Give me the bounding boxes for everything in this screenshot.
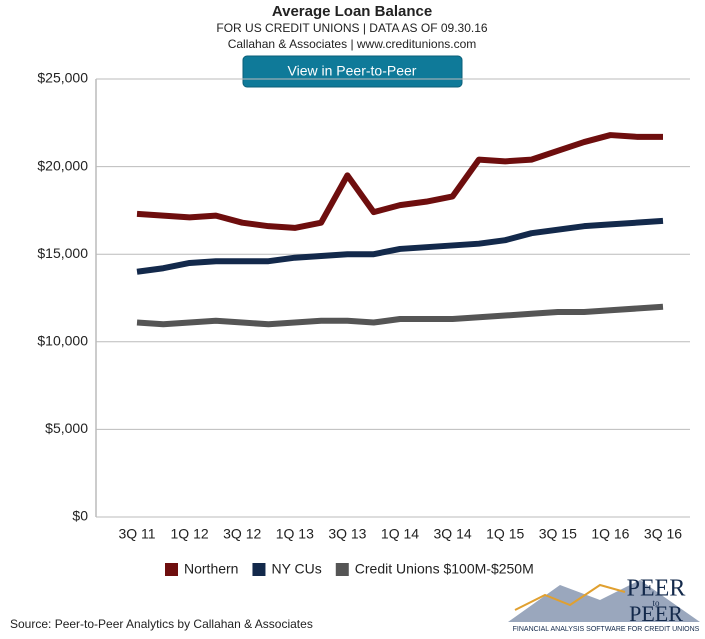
logo-text: to (652, 598, 660, 608)
x-tick-label: 1Q 15 (486, 526, 524, 542)
chart-title: Average Loan Balance (272, 3, 432, 20)
x-tick-label: 3Q 13 (328, 526, 366, 542)
series-line (136, 217, 664, 275)
legend-item: NY CUs (252, 561, 322, 577)
x-tick-label: 3Q 14 (434, 526, 472, 542)
y-tick-label: $10,000 (37, 333, 88, 349)
logo: PEER to PEER FINANCIAL ANALYSIS SOFTWARE… (508, 576, 700, 633)
chart-subtitle: FOR US CREDIT UNIONS | DATA AS OF 09.30.… (216, 21, 488, 35)
x-tick-label: 1Q 12 (171, 526, 209, 542)
source: Source: Peer-to-Peer Analytics by Callah… (10, 617, 313, 631)
x-tick-label: 1Q 16 (591, 526, 629, 542)
x-tick-label: 3Q 16 (644, 526, 682, 542)
logo-line (514, 583, 626, 611)
legend-item: Northern (165, 561, 238, 577)
x-tick-label: 1Q 13 (276, 526, 314, 542)
y-tick-label: $5,000 (45, 420, 88, 436)
legend-label: NY CUs (271, 561, 321, 577)
legend-item: Credit Unions $100M-$250M (335, 561, 534, 577)
y-tick-label: $15,000 (37, 245, 88, 261)
logo-tagline: FINANCIAL ANALYSIS SOFTWARE FOR CREDIT U… (513, 626, 700, 633)
view-button[interactable]: View in Peer-to-Peer (242, 55, 463, 88)
chart-subtitle: Callahan & Associates | www.creditunions… (228, 37, 477, 51)
legend-swatch (252, 563, 266, 576)
legend-swatch (165, 563, 178, 576)
x-tick-label: 3Q 15 (539, 526, 577, 542)
series-line (136, 132, 663, 231)
x-tick-label: 3Q 11 (118, 526, 155, 542)
legend-label: Credit Unions $100M-$250M (355, 561, 534, 577)
logo-text: PEER (629, 601, 683, 626)
legend-swatch (335, 563, 349, 576)
y-tick-label: $0 (72, 508, 88, 524)
x-tick-label: 3Q 12 (223, 526, 261, 542)
button-label[interactable]: View in Peer-to-Peer (288, 63, 417, 79)
y-tick-label: $20,000 (37, 157, 88, 173)
legend-label: Northern (184, 561, 238, 577)
x-tick-label: 1Q 14 (381, 526, 419, 542)
y-tick-label: $25,000 (37, 70, 88, 86)
logo-shape (508, 580, 700, 622)
series-line (136, 303, 664, 328)
logo-text: PEER (627, 576, 686, 602)
